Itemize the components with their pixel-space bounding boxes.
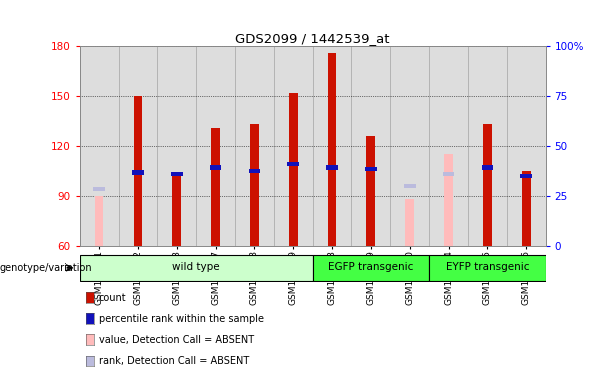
Text: genotype/variation: genotype/variation xyxy=(0,263,93,273)
Bar xyxy=(210,166,221,170)
Bar xyxy=(95,196,104,246)
Bar xyxy=(313,255,429,281)
Text: EYFP transgenic: EYFP transgenic xyxy=(446,262,529,272)
Bar xyxy=(287,162,299,166)
Bar xyxy=(196,46,235,246)
Title: GDS2099 / 1442539_at: GDS2099 / 1442539_at xyxy=(235,32,390,45)
Bar xyxy=(171,172,183,176)
Bar xyxy=(390,46,429,246)
Bar xyxy=(429,46,468,246)
Bar xyxy=(404,184,416,188)
Bar xyxy=(249,169,261,173)
Bar xyxy=(132,170,143,175)
Text: value, Detection Call = ABSENT: value, Detection Call = ABSENT xyxy=(99,335,254,345)
Bar xyxy=(158,46,196,246)
Bar xyxy=(289,93,297,246)
Text: wild type: wild type xyxy=(172,262,220,272)
Bar xyxy=(274,46,313,246)
Bar xyxy=(507,46,546,246)
Bar xyxy=(522,171,530,246)
Bar xyxy=(93,187,105,191)
Bar xyxy=(351,46,390,246)
Bar xyxy=(326,166,338,170)
Bar xyxy=(80,255,313,281)
Text: count: count xyxy=(99,293,126,303)
Text: percentile rank within the sample: percentile rank within the sample xyxy=(99,314,264,324)
Bar xyxy=(313,46,351,246)
Bar xyxy=(328,53,337,246)
Bar xyxy=(80,46,118,246)
Bar xyxy=(444,154,453,246)
Bar xyxy=(429,255,546,281)
Bar xyxy=(483,124,492,246)
Bar xyxy=(468,46,507,246)
Bar xyxy=(365,167,376,171)
Bar xyxy=(367,136,375,246)
Text: rank, Detection Call = ABSENT: rank, Detection Call = ABSENT xyxy=(99,356,249,366)
Bar xyxy=(250,124,259,246)
Bar xyxy=(134,96,142,246)
Bar xyxy=(235,46,274,246)
Bar xyxy=(482,166,493,170)
Bar xyxy=(118,46,158,246)
Bar xyxy=(172,174,181,246)
Bar xyxy=(211,127,220,246)
Bar xyxy=(520,174,532,178)
Bar xyxy=(405,199,414,246)
Text: EGFP transgenic: EGFP transgenic xyxy=(328,262,414,272)
Bar xyxy=(443,172,454,176)
